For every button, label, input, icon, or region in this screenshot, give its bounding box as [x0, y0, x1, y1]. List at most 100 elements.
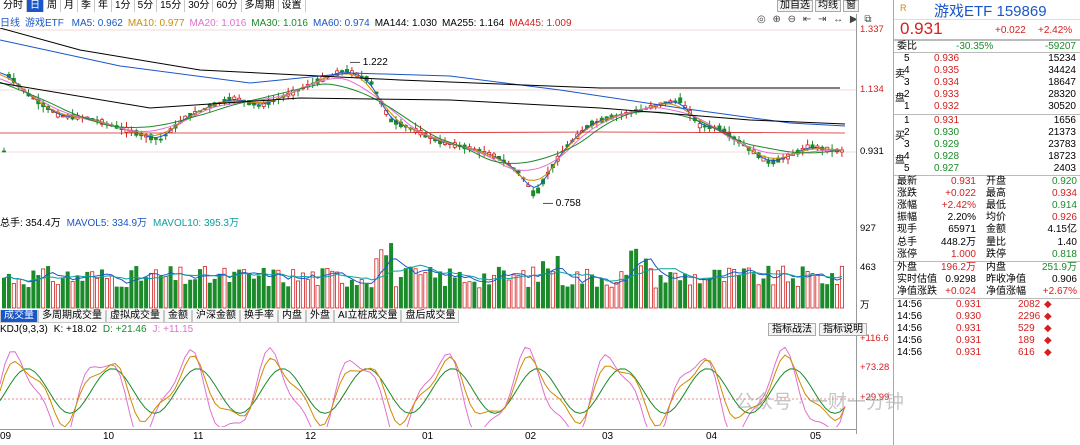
- indicator-tab[interactable]: 多周期成交量: [38, 310, 106, 323]
- candle: [256, 104, 261, 107]
- period-tab[interactable]: 日: [27, 0, 44, 12]
- period-tab[interactable]: 5分: [135, 0, 158, 12]
- volume-bar: [276, 269, 281, 309]
- volume-bar: [197, 269, 202, 309]
- candle: [697, 123, 702, 129]
- indicator-tab[interactable]: 内盘: [278, 310, 306, 323]
- volume-bar: [442, 285, 447, 309]
- price: 0.930: [934, 126, 960, 138]
- kdj-legend-item: J: +11.15: [152, 324, 194, 335]
- ma-line-button[interactable]: 均线: [815, 0, 841, 12]
- stat-label: 均价: [986, 212, 1006, 224]
- volume-chart[interactable]: [0, 228, 856, 310]
- kdj-chart[interactable]: [0, 337, 856, 427]
- indicator-tab[interactable]: 盘后成交量: [401, 310, 460, 323]
- indicator-tab[interactable]: 换手率: [240, 310, 278, 323]
- volume-bar: [800, 266, 805, 309]
- period-tab[interactable]: 1分: [112, 0, 135, 12]
- volume-bar: [335, 271, 340, 309]
- tick-volume: 2082: [1018, 298, 1041, 310]
- period-tab[interactable]: 季: [78, 0, 95, 12]
- indicator-tab[interactable]: 金额: [164, 310, 192, 323]
- high-annotation: — 1.222: [350, 57, 388, 68]
- volume-bar: [653, 287, 658, 309]
- volume-bar: [457, 271, 462, 309]
- price-chart[interactable]: — 1.222 — 0.758: [0, 28, 856, 214]
- indicator-tab[interactable]: 外盘: [306, 310, 334, 323]
- chart-tool-icons[interactable]: ◎ ⊕ ⊖ ⇤ ⇥ ↔ ▶ ⧉: [757, 14, 874, 25]
- indicator-tab[interactable]: 虚拟成交量: [106, 310, 164, 323]
- period-tab[interactable]: 设置: [279, 0, 306, 12]
- ma-legend-item: MA5: 0.962: [71, 18, 123, 29]
- indicator-tab[interactable]: 成交量: [0, 310, 38, 323]
- volume-legend-item: MAVOL5: 334.9万: [66, 218, 148, 229]
- volume-bar: [741, 268, 746, 309]
- volume-bar: [398, 277, 403, 309]
- period-tab[interactable]: 60分: [213, 0, 242, 12]
- volume-bar: [594, 286, 599, 309]
- indicator-tab[interactable]: AI立桩成交量: [334, 310, 402, 323]
- security-name[interactable]: 游戏ETF 159869: [934, 3, 1047, 20]
- tick-volume: 189: [1018, 335, 1035, 347]
- volume-bar: [202, 266, 207, 309]
- period-tab[interactable]: 月: [61, 0, 78, 12]
- volume-bar: [300, 272, 305, 309]
- level: 3: [904, 138, 910, 150]
- volume-bar: [447, 268, 452, 309]
- level: 4: [904, 150, 910, 162]
- indicator-tab[interactable]: 沪深金额: [192, 310, 240, 323]
- period-tab[interactable]: 15分: [157, 0, 186, 12]
- add-favorite-button[interactable]: 加自选: [777, 0, 813, 12]
- volume: 30520: [1048, 101, 1076, 113]
- period-tab[interactable]: 周: [44, 0, 61, 12]
- ma445-line: [0, 131, 846, 134]
- r-badge: R: [900, 3, 907, 13]
- volume-axis-label: 927: [860, 223, 876, 234]
- stat-value: 4.15亿: [1047, 224, 1077, 236]
- candle: [158, 138, 163, 141]
- window-button[interactable]: 窗: [843, 0, 859, 12]
- volume-axis-unit: 万: [860, 300, 870, 311]
- mavol10-line: [3, 264, 843, 282]
- stat-value: 0.931: [950, 176, 976, 188]
- volume-bar: [658, 275, 663, 309]
- indicator-strategy-button[interactable]: 指标战法: [768, 323, 816, 336]
- kdj-axis-label: +73.28: [860, 362, 890, 373]
- price: 0.929: [934, 138, 960, 150]
- stat-label: 现手: [897, 224, 917, 236]
- period-tab[interactable]: 30分: [185, 0, 214, 12]
- period-tab[interactable]: 年: [95, 0, 112, 12]
- volume-bar: [6, 273, 11, 309]
- period-tab[interactable]: 多周期: [242, 0, 279, 12]
- volume-bar: [31, 270, 36, 309]
- volume-bar: [281, 282, 286, 309]
- candle: [340, 70, 345, 73]
- stat-label: 涨幅: [897, 200, 917, 212]
- tick-volume: 2296: [1018, 311, 1041, 323]
- ma-legend: 日线 游戏ETF MA5: 0.962 MA10: 0.977 MA20: 1.016…: [0, 14, 860, 29]
- volume-bar: [139, 280, 144, 309]
- period-tab[interactable]: 分时: [0, 0, 27, 12]
- volume-bar: [585, 268, 590, 309]
- stat-label: 量比: [986, 236, 1006, 248]
- kdj-legend-item: K: +18.02: [53, 324, 97, 335]
- level: 2: [904, 126, 910, 138]
- tick-price: 0.931: [956, 323, 982, 335]
- level: 1: [904, 101, 910, 113]
- candle: [232, 96, 237, 100]
- flow-value: 251.9万: [1041, 261, 1077, 273]
- volume-legend-item: 总手: 354.4万: [0, 218, 61, 229]
- stat-row: 总手 448.2万 量比 1.40: [894, 237, 1080, 249]
- tick-list: 14:56 0.931 2082 ◆ 14:56 0.930 2296 ◆ 14:56 0.931…: [894, 297, 1080, 359]
- volume-bar: [340, 282, 345, 309]
- weibi-row: 委比 -30.35% -59207: [894, 40, 1080, 52]
- volume-bar: [643, 258, 648, 309]
- volume-bar: [599, 278, 604, 309]
- indicator-help-button[interactable]: 指标说明: [819, 323, 867, 336]
- price: 0.932: [934, 101, 960, 113]
- candle: [839, 149, 844, 153]
- volume-bar: [717, 269, 722, 309]
- volume-bar: [291, 269, 296, 309]
- flow-row: 实时估值 0.9298 昨收净值 0.906: [894, 274, 1080, 286]
- volume-bar: [359, 279, 364, 309]
